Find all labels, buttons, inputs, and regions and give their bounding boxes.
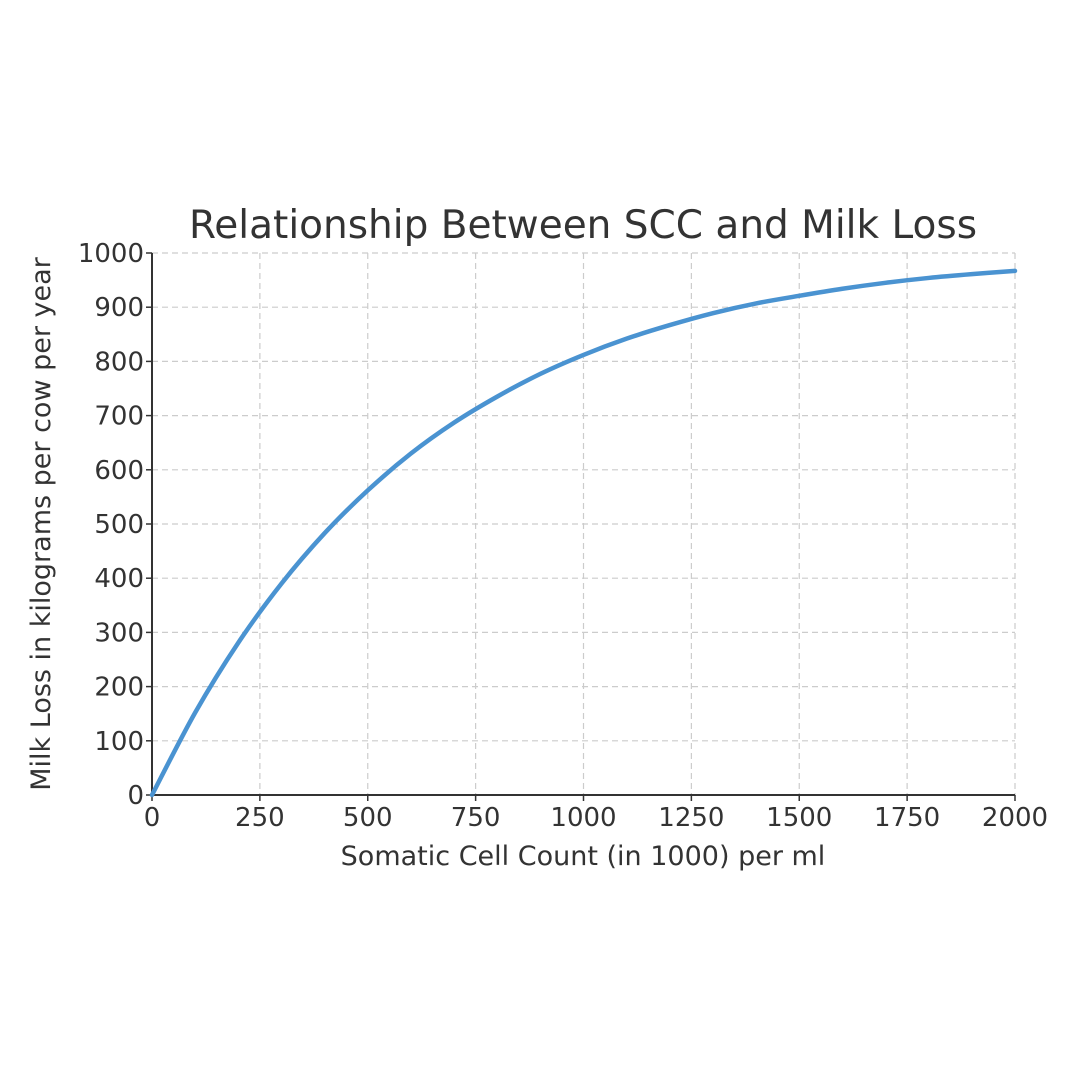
x-tick-label: 250	[235, 803, 285, 833]
x-tick-label: 750	[451, 803, 501, 833]
y-tick-label: 800	[94, 347, 144, 377]
x-tick-label: 2000	[982, 803, 1048, 833]
y-tick-label: 400	[94, 564, 144, 594]
y-tick-label: 600	[94, 456, 144, 486]
x-tick-label: 500	[343, 803, 393, 833]
x-tick-label: 1000	[550, 803, 616, 833]
y-tick-label: 1000	[78, 239, 144, 269]
y-tick-label: 100	[94, 727, 144, 757]
tick-labels: 0 250 500 750 1000 1250 1500 1750 2000 0 100 200 300…	[78, 239, 1048, 833]
chart-title: Relationship Between SCC and Milk Loss	[189, 203, 977, 248]
y-tick-label: 200	[94, 673, 144, 703]
axes	[146, 252, 1016, 801]
y-tick-label: 0	[127, 781, 144, 811]
y-tick-label: 700	[94, 402, 144, 432]
x-axis-label: Somatic Cell Count (in 1000) per ml	[341, 841, 826, 872]
x-tick-label: 1500	[766, 803, 832, 833]
grid	[151, 252, 1016, 796]
series-layer	[149, 268, 1018, 798]
series-line-0	[149, 268, 1018, 798]
y-axis-label: Milk Loss in kilograms per cow per year	[26, 256, 57, 790]
y-tick-label: 500	[94, 510, 144, 540]
x-tick-label: 1250	[658, 803, 724, 833]
x-tick-label: 1750	[874, 803, 940, 833]
y-tick-label: 900	[94, 293, 144, 323]
x-tick-label: 0	[144, 803, 161, 833]
y-tick-label: 300	[94, 618, 144, 648]
